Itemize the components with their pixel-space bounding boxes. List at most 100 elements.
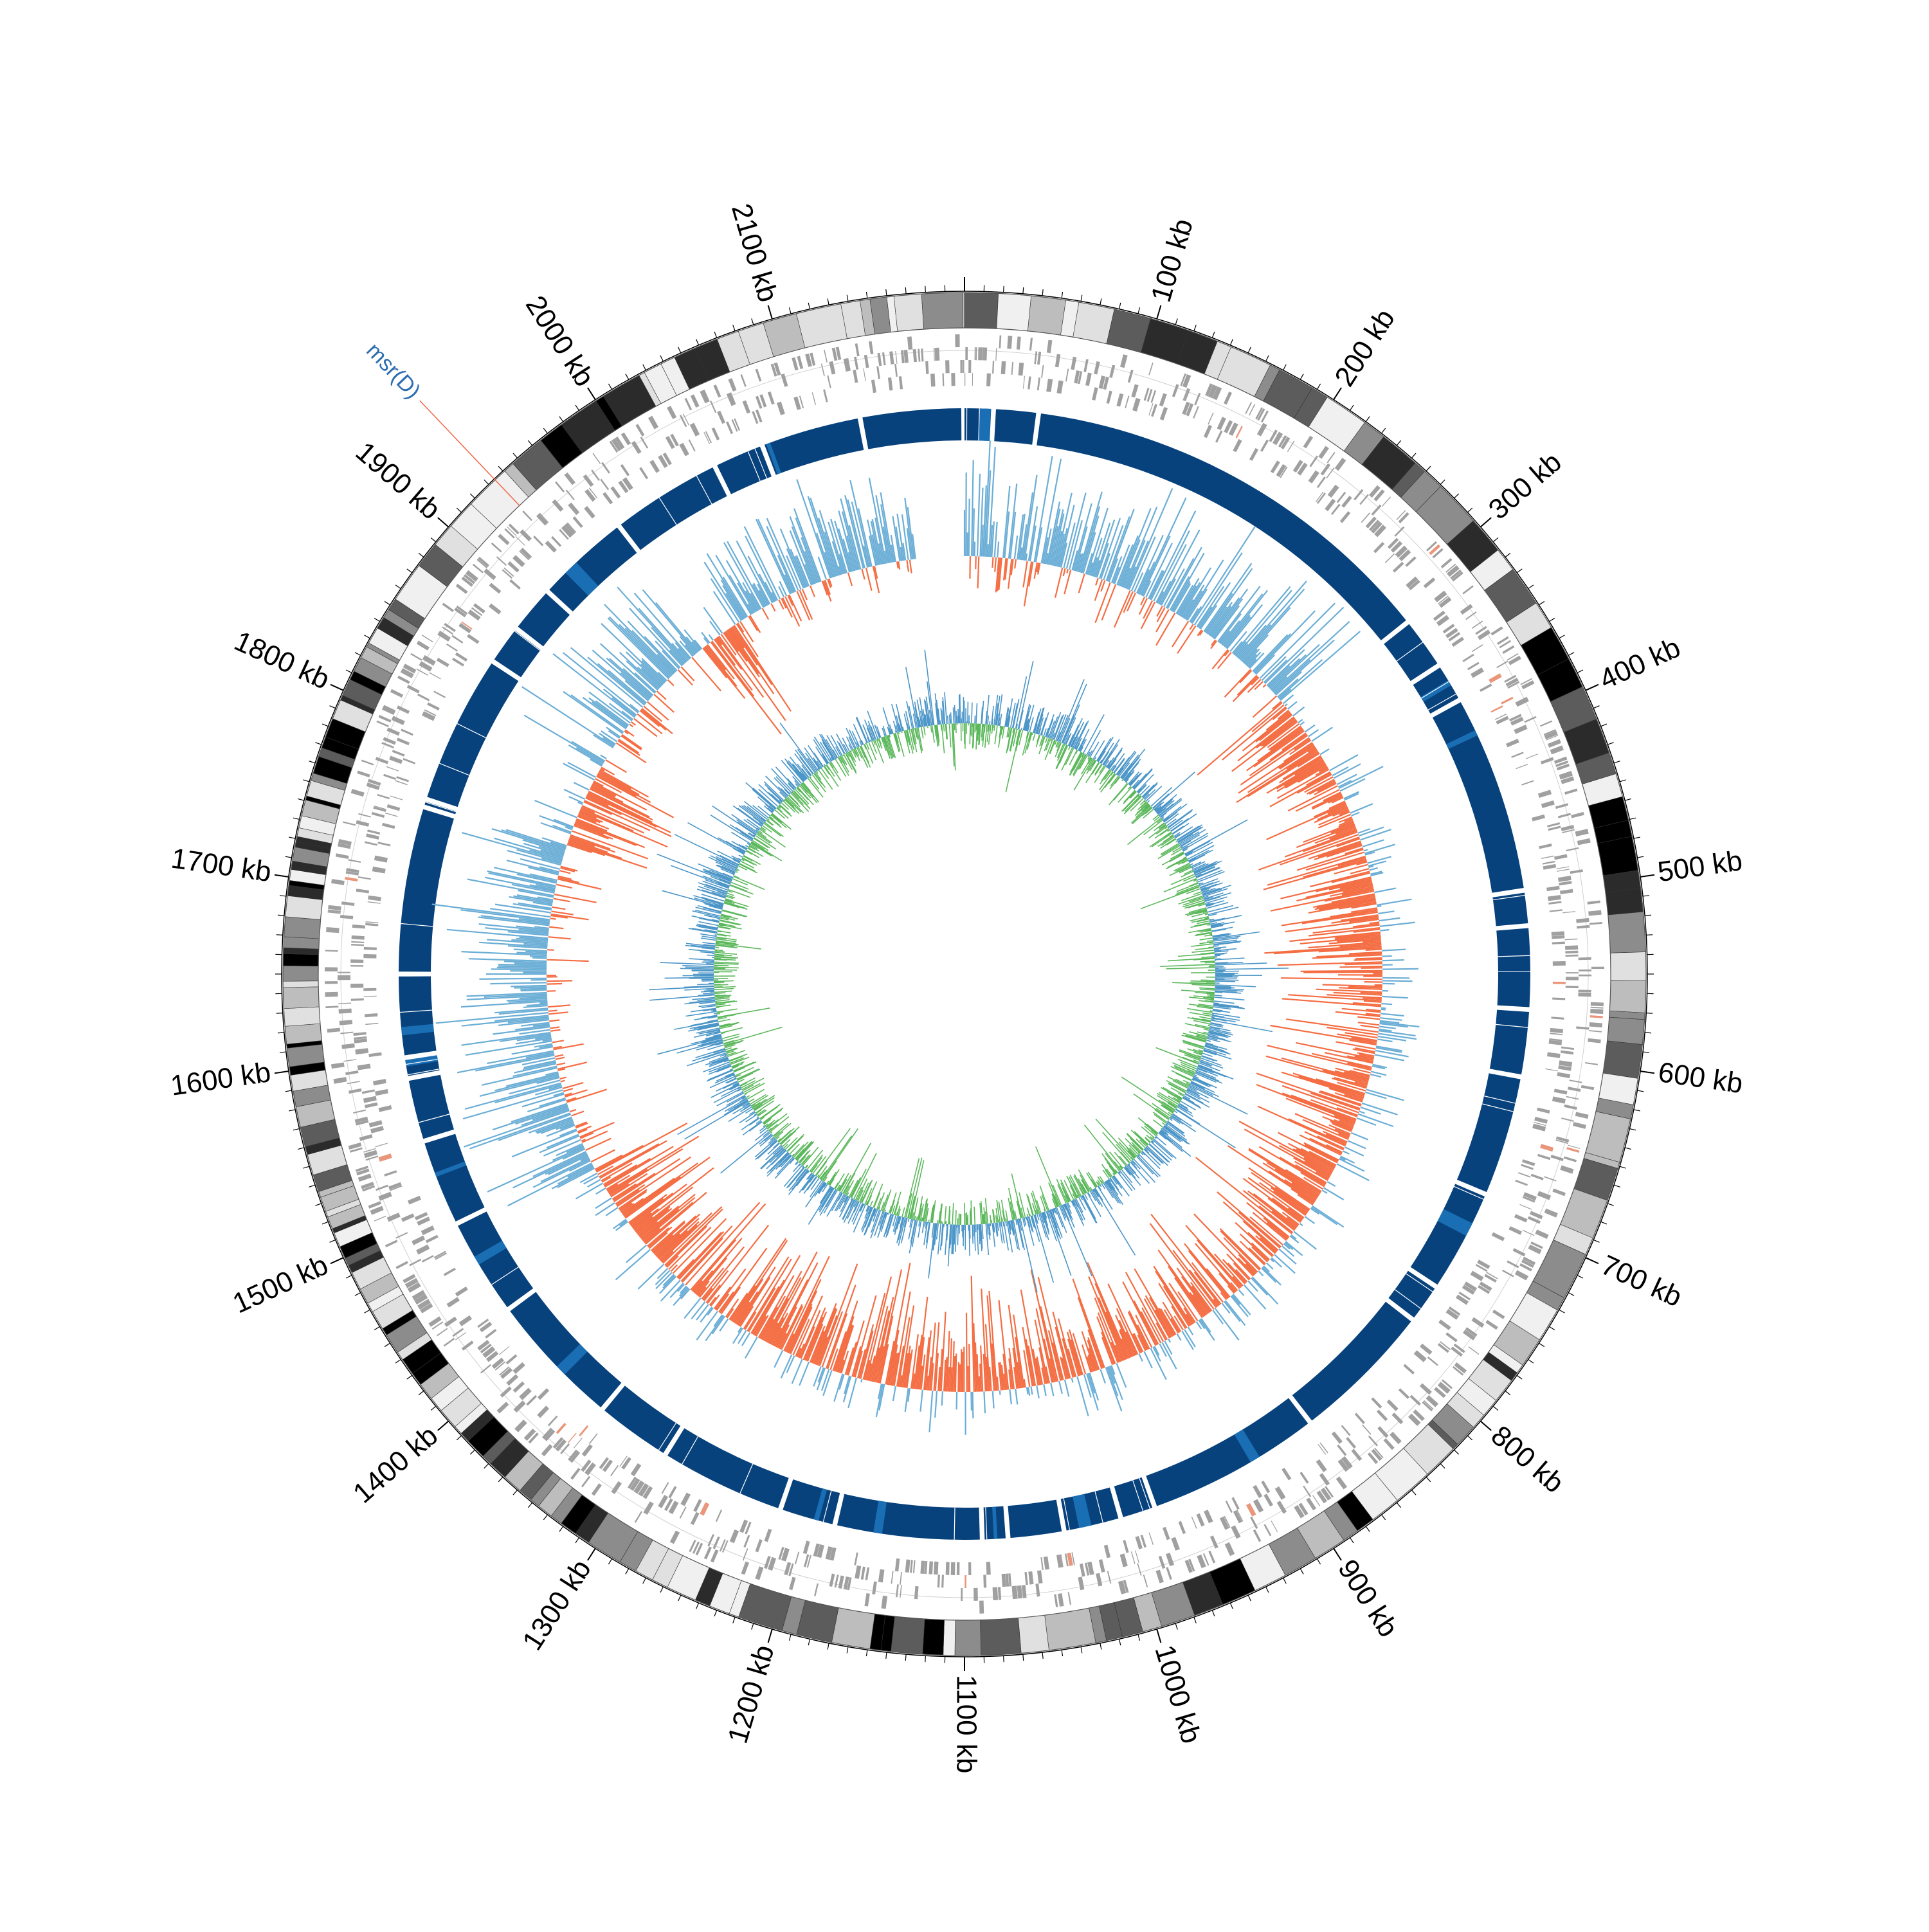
gc-skew-bar [1300,1223,1303,1225]
gene-feature [1040,1557,1044,1570]
gc-content-bar [1215,955,1220,956]
gene-feature [1546,886,1560,891]
gene-feature [361,759,374,765]
gc-skew-bar [570,1110,576,1112]
gene-feature [345,1070,358,1075]
gc-skew-bar [1162,1342,1176,1369]
gene-feature [640,437,649,448]
gene-feature [1589,922,1602,925]
gene-feature [1191,1517,1197,1529]
gene-feature [1041,365,1044,378]
gc-content-bar [793,1164,801,1172]
gc-skew-bar [560,1078,566,1079]
gc-content-bar [751,1096,768,1106]
gene-feature [1149,1533,1154,1545]
gene-feature [1253,1485,1262,1498]
gc-content-bar [995,725,997,744]
gc-skew-bar [554,894,597,903]
gc-content-bar [994,725,995,731]
gene-feature [485,1329,496,1339]
gene-feature [1491,705,1503,712]
alignment-block [621,467,727,550]
gene-feature [1085,373,1092,386]
gene-feature [1092,387,1098,401]
gene-feature [1019,363,1024,376]
gc-content-bar [1200,989,1215,990]
gene-feature [336,853,349,859]
gene-feature [1560,1165,1573,1173]
gc-content-bar [1093,741,1104,759]
gc-content-bar [1206,1040,1211,1042]
contig-block [283,987,319,1009]
gene-feature [365,1023,378,1025]
gc-content-bar [1175,1111,1177,1113]
gc-content-bar [714,958,721,959]
gene-feature [421,1225,435,1235]
gc-skew-bar [596,1188,606,1194]
gc-content-bar [1185,841,1210,854]
gene-feature [340,1032,353,1034]
gene-feature [1373,542,1384,554]
gc-content-bar [1100,1185,1101,1187]
gene-feature [353,1110,366,1114]
gene-feature [338,975,350,980]
gene-feature [1068,1592,1071,1605]
gc-content-bar [1051,739,1052,741]
gene-feature [700,390,709,403]
gene-feature [1462,585,1474,594]
gene-feature [1029,338,1033,350]
gc-content-bar [1200,938,1213,940]
gc-content-bar [984,724,985,732]
gc-skew-bar [1322,1190,1327,1193]
gene-feature [1159,393,1167,406]
contig-block [963,293,964,328]
gc-skew-bar [1064,523,1074,568]
gc-content-bar [1134,770,1152,790]
gc-content-bar [714,965,729,966]
gene-feature [581,1476,590,1488]
gc-content-bar [717,1013,720,1014]
gc-content-bar [1191,981,1215,982]
gc-content-bar [937,1220,938,1223]
gc-content-bar [678,1096,746,1134]
gene-feature [743,1535,750,1548]
gene-feature [382,823,395,829]
gene-feature [824,350,828,363]
gene-feature [1496,716,1508,725]
gene-feature [928,1561,933,1574]
gc-skew-bar [668,680,674,685]
contig-block [1597,836,1638,876]
gc-content-bar [921,1218,922,1222]
gc-content-bar [1074,723,1087,748]
gene-feature [1083,359,1089,372]
gene-feature [1591,1002,1604,1007]
gene-feature [1362,1425,1371,1435]
gc-skew-bar [745,1337,757,1359]
gene-feature [1028,1571,1033,1585]
gene-feature [1552,935,1564,939]
contig-block [1608,912,1646,953]
gc-content-bar [957,1225,958,1245]
gene-feature [446,644,458,652]
gc-content-bar [1205,914,1208,915]
gene-feature [1569,1079,1582,1083]
gc-skew-bar [1327,1182,1336,1186]
gc-skew-bar [844,1377,851,1403]
gc-skew-bar [1003,486,1010,558]
gene-feature [691,1512,700,1525]
gene-feature [986,1562,991,1575]
gene-feature [726,421,733,434]
gene-feature [1166,1567,1172,1580]
gc-content-bar [923,1200,927,1221]
gc-skew-bar [1168,1339,1170,1342]
gc-skew-bar [1309,730,1319,737]
gene-feature [648,416,658,429]
gene-feature [1303,436,1313,449]
gene-feature [951,373,955,386]
gene-feature [512,555,525,567]
gc-skew-bar [973,509,974,557]
gc-skew-bar [1381,1009,1386,1010]
gc-skew-bar [969,499,970,556]
gc-skew-bar [1239,1121,1333,1171]
contig-block [283,966,318,981]
